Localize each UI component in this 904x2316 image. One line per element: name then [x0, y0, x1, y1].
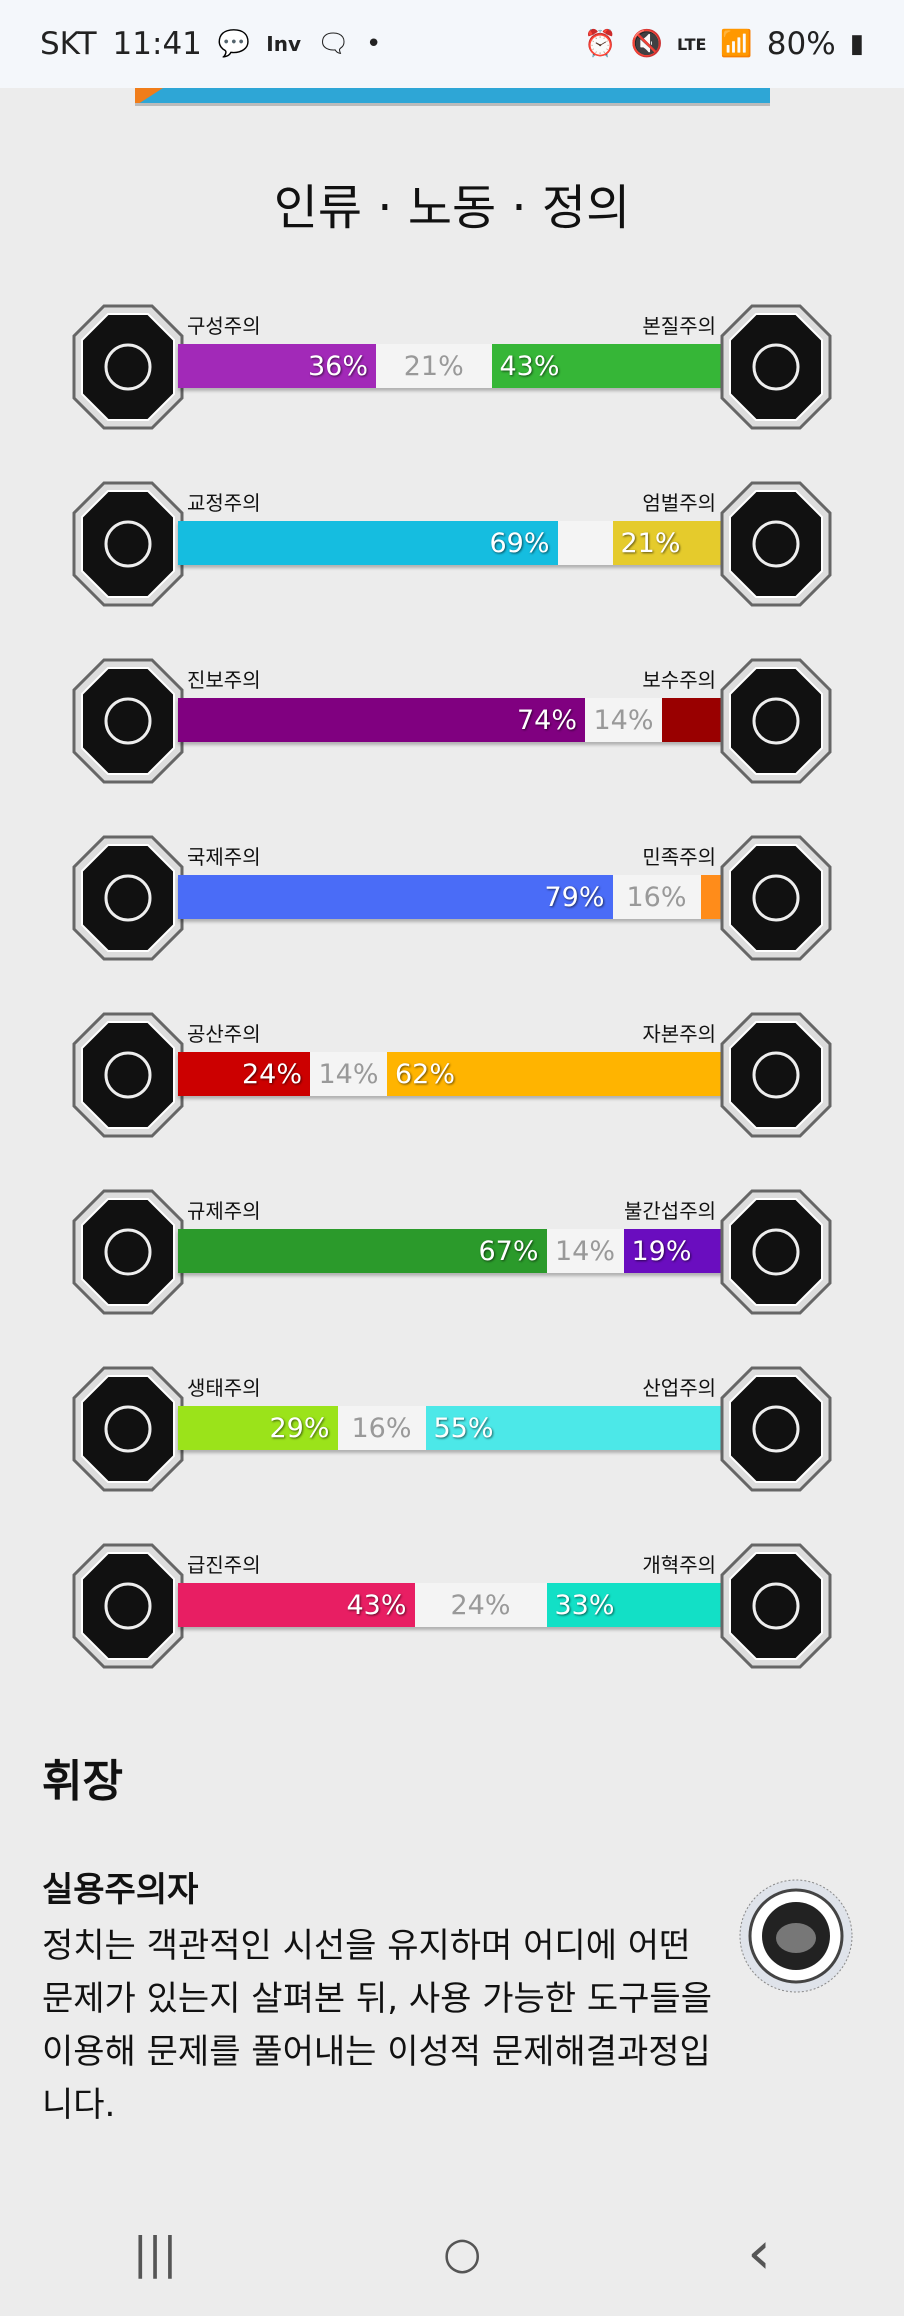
- axis-bar: 79% 16%: [178, 875, 728, 919]
- left-segment: 67%: [178, 1229, 547, 1273]
- axis-row: 교정주의 엄벌주의 69% 21%: [0, 481, 904, 617]
- neutral-segment: 14%: [546, 1229, 624, 1273]
- neutral-segment: 14%: [310, 1052, 387, 1096]
- badge-description: 정치는 객관적인 시선을 유지하며 어디에 어떤 문제가 있는지 살펴본 뒤, …: [42, 1926, 712, 2125]
- left-ideology-icon: [70, 302, 186, 432]
- status-bar: SKT 11:41 💬 Inv 🗨 • ⏰ 🔇 LTE 📶 80% ▮: [0, 0, 904, 88]
- right-label: 엄벌주의: [642, 491, 716, 515]
- navigation-bar: ||| ○ ‹: [0, 2210, 904, 2296]
- axis-row: 생태주의 산업주의 29% 16% 55%: [0, 1366, 904, 1502]
- left-segment: 36%: [178, 344, 376, 388]
- left-ideology-icon: [70, 833, 186, 963]
- axis-bar: 36% 21% 43%: [178, 344, 728, 388]
- left-label: 국제주의: [187, 845, 261, 869]
- back-button[interactable]: ‹: [747, 2218, 772, 2288]
- right-label: 민족주의: [642, 845, 716, 869]
- left-segment: 79%: [178, 875, 613, 919]
- right-label: 불간섭주의: [624, 1199, 716, 1223]
- left-label: 생태주의: [187, 1376, 261, 1400]
- left-label: 공산주의: [187, 1022, 261, 1046]
- right-segment: [662, 698, 728, 742]
- battery-icon: ▮: [849, 29, 864, 59]
- neutral-segment: 16%: [337, 1406, 426, 1450]
- battery-level: 80%: [766, 26, 836, 62]
- inven-icon: Inv: [266, 32, 301, 56]
- left-ideology-icon: [70, 656, 186, 786]
- right-segment: 62%: [387, 1052, 728, 1096]
- axis-bar: 67% 14% 19%: [178, 1229, 728, 1273]
- header-banner: [135, 88, 770, 106]
- alarm-icon: ⏰: [584, 29, 617, 59]
- left-ideology-icon: [70, 1010, 186, 1140]
- home-button[interactable]: ○: [443, 2227, 482, 2279]
- clock: 11:41: [112, 26, 202, 62]
- neutral-segment: 24%: [414, 1583, 547, 1627]
- neutral-segment: 21%: [376, 344, 492, 388]
- axis-row: 진보주의 보수주의 74% 14%: [0, 658, 904, 794]
- left-label: 규제주의: [187, 1199, 261, 1223]
- axis-row: 국제주의 민족주의 79% 16%: [0, 835, 904, 971]
- right-ideology-icon: [718, 479, 834, 609]
- left-ideology-icon: [70, 1541, 186, 1671]
- dot-icon: •: [366, 29, 382, 59]
- right-segment: 55%: [425, 1406, 728, 1450]
- right-ideology-icon: [718, 1010, 834, 1140]
- axis-row: 공산주의 자본주의 24% 14% 62%: [0, 1012, 904, 1148]
- mute-icon: 🔇: [630, 29, 664, 59]
- badge-heading: 휘장: [42, 1756, 123, 1807]
- badge-name: 실용주의자: [42, 1870, 199, 1910]
- carrier: SKT: [40, 26, 97, 62]
- right-segment: 21%: [612, 521, 728, 565]
- axis-bar: 43% 24% 33%: [178, 1583, 728, 1627]
- right-label: 자본주의: [642, 1022, 716, 1046]
- axis-row: 구성주의 본질주의 36% 21% 43%: [0, 304, 904, 440]
- signal-icon: 📶: [720, 29, 753, 59]
- axis-bar: 24% 14% 62%: [178, 1052, 728, 1096]
- left-label: 진보주의: [187, 668, 261, 692]
- right-ideology-icon: [718, 1187, 834, 1317]
- recent-apps-button[interactable]: |||: [132, 2227, 178, 2279]
- talk-icon: 💬: [217, 29, 251, 59]
- left-segment: 29%: [178, 1406, 338, 1450]
- left-segment: 69%: [178, 521, 558, 565]
- left-segment: 43%: [178, 1583, 415, 1627]
- left-ideology-icon: [70, 1187, 186, 1317]
- right-label: 산업주의: [642, 1376, 716, 1400]
- left-segment: 24%: [178, 1052, 310, 1096]
- right-ideology-icon: [718, 656, 834, 786]
- axis-bar: 69% 21%: [178, 521, 728, 565]
- right-ideology-icon: [718, 302, 834, 432]
- right-label: 보수주의: [642, 668, 716, 692]
- axis-bar: 74% 14%: [178, 698, 728, 742]
- right-label: 본질주의: [642, 314, 716, 338]
- axis-bar: 29% 16% 55%: [178, 1406, 728, 1450]
- right-label: 개혁주의: [642, 1553, 716, 1577]
- right-segment: 43%: [491, 344, 728, 388]
- chat-bubble-icon: 🗨: [316, 29, 350, 59]
- left-label: 급진주의: [187, 1553, 261, 1577]
- axis-row: 규제주의 불간섭주의 67% 14% 19%: [0, 1189, 904, 1325]
- left-label: 구성주의: [187, 314, 261, 338]
- neutral-segment: 16%: [612, 875, 701, 919]
- neutral-segment: 14%: [585, 698, 662, 742]
- right-ideology-icon: [718, 833, 834, 963]
- left-ideology-icon: [70, 1364, 186, 1494]
- left-label: 교정주의: [187, 491, 261, 515]
- neutral-segment: [557, 521, 613, 565]
- right-segment: 33%: [546, 1583, 728, 1627]
- axis-row: 급진주의 개혁주의 43% 24% 33%: [0, 1543, 904, 1679]
- left-segment: 74%: [178, 698, 585, 742]
- pragmatism-seal-icon: [739, 1879, 853, 1993]
- right-ideology-icon: [718, 1364, 834, 1494]
- section-title: 인류 · 노동 · 정의: [273, 180, 631, 236]
- left-ideology-icon: [70, 479, 186, 609]
- right-segment: 19%: [623, 1229, 728, 1273]
- network-label: LTE: [677, 34, 707, 54]
- right-ideology-icon: [718, 1541, 834, 1671]
